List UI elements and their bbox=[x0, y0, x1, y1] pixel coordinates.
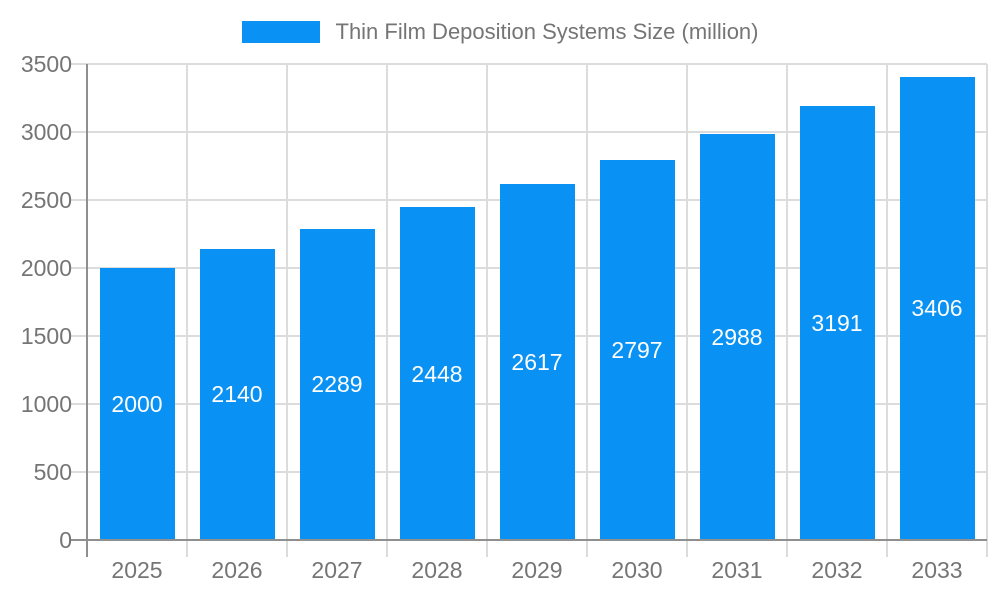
bar bbox=[99, 268, 175, 540]
bar bbox=[899, 76, 975, 540]
y-axis-line bbox=[86, 64, 88, 557]
y-axis-tick-label: 1500 bbox=[20, 323, 72, 349]
x-gridline bbox=[986, 64, 988, 557]
bar-value-label: 2617 bbox=[511, 349, 563, 376]
x-axis-tick-label: 2025 bbox=[111, 557, 163, 583]
y-axis-tick-label: 0 bbox=[59, 527, 72, 553]
bar bbox=[499, 184, 575, 540]
x-axis-tick-label: 2031 bbox=[711, 557, 763, 583]
x-gridline bbox=[186, 64, 188, 557]
x-gridline bbox=[686, 64, 688, 557]
bar-value-label: 2289 bbox=[311, 371, 363, 398]
y-axis-tick-label: 500 bbox=[33, 459, 72, 485]
x-gridline bbox=[786, 64, 788, 557]
x-axis-tick-label: 2033 bbox=[911, 557, 963, 583]
x-gridline bbox=[486, 64, 488, 557]
x-axis-tick-label: 2030 bbox=[611, 557, 663, 583]
legend-label: Thin Film Deposition Systems Size (milli… bbox=[335, 19, 759, 44]
x-axis-tick-label: 2032 bbox=[811, 557, 863, 583]
x-axis-line bbox=[70, 539, 987, 541]
bar bbox=[199, 248, 275, 540]
x-gridline bbox=[386, 64, 388, 557]
bar-value-label: 2988 bbox=[711, 323, 763, 350]
bar bbox=[699, 133, 775, 540]
y-axis-tick-label: 3000 bbox=[20, 119, 72, 145]
x-gridline bbox=[886, 64, 888, 557]
y-gridline bbox=[70, 131, 987, 133]
x-gridline bbox=[286, 64, 288, 557]
y-axis-tick-label: 2500 bbox=[20, 187, 72, 213]
bar-value-label: 3191 bbox=[811, 310, 863, 336]
bar-value-label: 2140 bbox=[211, 381, 263, 408]
legend-swatch bbox=[241, 21, 320, 43]
legend[interactable]: Thin Film Deposition Systems Size (milli… bbox=[0, 12, 1000, 52]
bar bbox=[399, 207, 475, 540]
x-axis-tick-label: 2026 bbox=[211, 557, 263, 583]
y-axis-tick-label: 2000 bbox=[20, 255, 72, 281]
bar bbox=[799, 106, 875, 540]
bar-value-label: 2000 bbox=[111, 391, 163, 417]
x-axis-tick-label: 2029 bbox=[511, 557, 563, 583]
x-axis-tick-label: 2027 bbox=[311, 557, 363, 583]
bar-value-label: 2797 bbox=[611, 336, 663, 363]
x-axis-tick-label: 2028 bbox=[411, 557, 463, 583]
bar bbox=[299, 228, 375, 540]
x-gridline bbox=[586, 64, 588, 557]
y-axis-tick-label: 3500 bbox=[20, 51, 72, 77]
bar-value-label: 3406 bbox=[911, 295, 963, 322]
bar bbox=[599, 159, 675, 540]
bar-value-label: 2448 bbox=[411, 360, 463, 387]
y-axis-tick-label: 1000 bbox=[20, 391, 72, 417]
y-gridline bbox=[70, 63, 987, 65]
